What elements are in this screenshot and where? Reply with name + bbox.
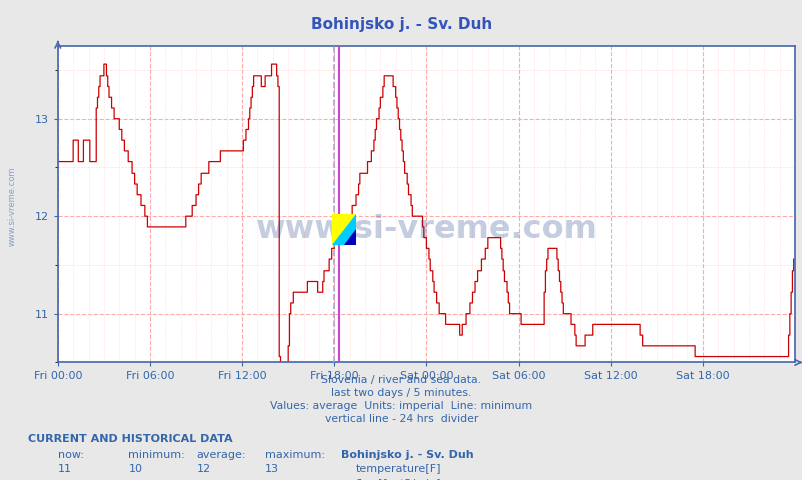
Text: 11: 11	[58, 464, 71, 474]
Text: 12: 12	[196, 464, 211, 474]
Text: -nan: -nan	[265, 479, 290, 480]
Text: average:: average:	[196, 450, 246, 460]
Text: maximum:: maximum:	[265, 450, 325, 460]
Text: CURRENT AND HISTORICAL DATA: CURRENT AND HISTORICAL DATA	[28, 434, 233, 444]
Text: Values: average  Units: imperial  Line: minimum: Values: average Units: imperial Line: mi…	[270, 401, 532, 411]
Polygon shape	[343, 229, 355, 245]
Text: flow[foot3/min]: flow[foot3/min]	[355, 479, 441, 480]
Text: -nan: -nan	[128, 479, 153, 480]
Text: last two days / 5 minutes.: last two days / 5 minutes.	[331, 388, 471, 398]
Text: -nan: -nan	[58, 479, 83, 480]
Text: temperature[F]: temperature[F]	[355, 464, 440, 474]
Text: Bohinjsko j. - Sv. Duh: Bohinjsko j. - Sv. Duh	[310, 17, 492, 32]
Text: vertical line - 24 hrs  divider: vertical line - 24 hrs divider	[324, 414, 478, 424]
Text: -nan: -nan	[196, 479, 221, 480]
Polygon shape	[331, 214, 355, 245]
Text: 13: 13	[265, 464, 278, 474]
Text: 10: 10	[128, 464, 142, 474]
Text: minimum:: minimum:	[128, 450, 185, 460]
Text: now:: now:	[58, 450, 83, 460]
Text: www.si-vreme.com: www.si-vreme.com	[8, 167, 17, 246]
Text: www.si-vreme.com: www.si-vreme.com	[255, 214, 597, 245]
Text: Slovenia / river and sea data.: Slovenia / river and sea data.	[321, 375, 481, 385]
Text: Bohinjsko j. - Sv. Duh: Bohinjsko j. - Sv. Duh	[341, 450, 473, 460]
Polygon shape	[331, 214, 355, 245]
